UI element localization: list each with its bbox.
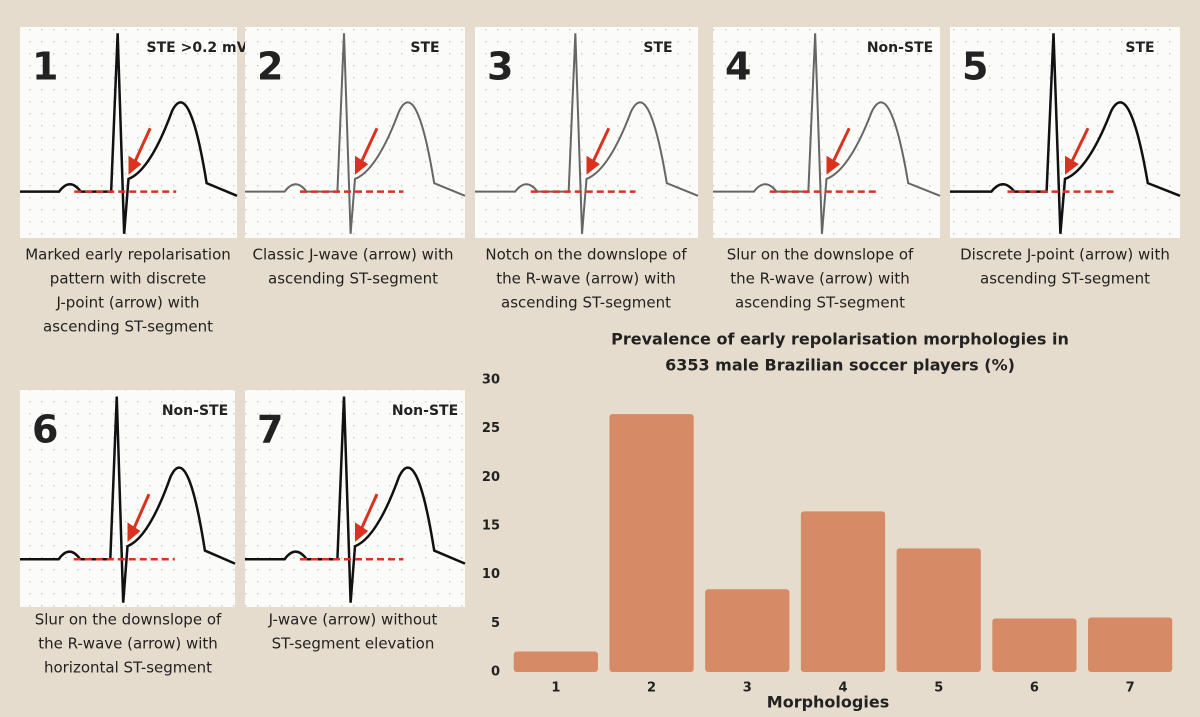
- panel-tag: STE >0.2 mV: [147, 40, 248, 56]
- bar: [800, 511, 886, 672]
- panel-caption: ascending ST-segment: [735, 294, 905, 312]
- panel-caption: Notch on the downslope of: [485, 246, 687, 264]
- x-tick-label: 7: [1126, 681, 1135, 696]
- arrow: [358, 493, 379, 534]
- y-tick-label: 30: [482, 373, 500, 388]
- ecg-grid: [713, 27, 940, 238]
- panel-caption: the R-wave (arrow) with: [496, 270, 676, 288]
- ecg-trace: [475, 33, 699, 234]
- ecg-grid: [20, 390, 235, 607]
- chart-title: 6353 male Brazilian soccer players (%): [665, 356, 1015, 375]
- y-tick-label: 25: [482, 421, 500, 436]
- panel-number: 4: [725, 45, 751, 89]
- arrow: [131, 127, 152, 167]
- ecg-grid: [245, 390, 465, 607]
- y-tick-label: 20: [482, 470, 500, 485]
- x-tick-label: 5: [934, 681, 943, 696]
- arrow-head: [128, 155, 142, 175]
- panel-number: 3: [487, 45, 513, 89]
- bar: [1088, 617, 1173, 672]
- arrow-head: [127, 522, 141, 542]
- panel-tag: STE: [1125, 40, 1154, 56]
- y-tick-label: 0: [491, 665, 500, 680]
- ecg-trace: [20, 33, 238, 234]
- bar: [609, 414, 694, 672]
- ecg-trace: [245, 396, 466, 603]
- ecg-trace: [713, 33, 941, 234]
- x-tick-label: 6: [1030, 681, 1039, 696]
- panel-number: 7: [257, 408, 283, 452]
- x-axis-label: Morphologies: [767, 693, 889, 712]
- panel-tag: STE: [643, 40, 672, 56]
- panel-caption: ascending ST-segment: [268, 270, 438, 288]
- bar: [705, 589, 790, 672]
- panel-tag: Non-STE: [392, 403, 458, 419]
- arrow-head: [355, 522, 369, 542]
- ecg-grid: [20, 27, 237, 238]
- panel-tag: Non-STE: [162, 403, 228, 419]
- bar: [992, 618, 1077, 672]
- panel-caption: ascending ST-segment: [43, 318, 213, 336]
- arrow-head: [826, 155, 841, 175]
- panel-number: 5: [962, 45, 988, 89]
- panel-caption: Slur on the downslope of: [727, 246, 914, 264]
- panel-caption: the R-wave (arrow) with: [730, 270, 910, 288]
- y-tick-label: 5: [491, 616, 500, 631]
- arrow: [1068, 127, 1090, 167]
- x-tick-label: 4: [838, 681, 847, 696]
- panel-caption: ascending ST-segment: [980, 270, 1150, 288]
- panel-caption: ST-segment elevation: [272, 635, 435, 653]
- panel-number: 2: [257, 45, 283, 89]
- panel-caption: the R-wave (arrow) with: [38, 635, 218, 653]
- arrow-head: [1065, 155, 1079, 175]
- arrow-head: [586, 155, 600, 175]
- ecg-trace: [20, 396, 236, 603]
- panel-number: 6: [32, 408, 58, 452]
- ecg-grid: [950, 27, 1180, 238]
- arrow: [130, 493, 151, 534]
- arrow: [589, 127, 611, 167]
- ecg-trace: [245, 33, 466, 234]
- panel-caption: Discrete J-point (arrow) with: [960, 246, 1170, 264]
- x-tick-label: 1: [551, 681, 560, 696]
- x-tick-label: 3: [743, 681, 752, 696]
- panel-tag: Non-STE: [867, 40, 933, 56]
- panel-caption: J-point (arrow) with: [56, 294, 200, 312]
- ecg-grid: [475, 27, 698, 238]
- bar: [513, 651, 598, 672]
- panel-tag: STE: [410, 40, 439, 56]
- chart-title: Prevalence of early repolarisation morph…: [611, 330, 1069, 349]
- y-tick-label: 15: [482, 519, 500, 534]
- panel-caption: pattern with discrete: [50, 270, 206, 288]
- panel-number: 1: [32, 45, 58, 89]
- panel-caption: Slur on the downslope of: [35, 611, 222, 629]
- panel-caption: ascending ST-segment: [501, 294, 671, 312]
- panel-caption: J-wave (arrow) without: [268, 611, 438, 629]
- ecg-grid: [245, 27, 465, 238]
- panel-caption: Marked early repolarisation: [25, 246, 231, 264]
- panel-caption: horizontal ST-segment: [44, 659, 212, 677]
- x-tick-label: 2: [647, 681, 656, 696]
- ecg-trace: [950, 33, 1181, 234]
- y-tick-label: 10: [482, 567, 500, 582]
- bar: [896, 548, 981, 672]
- arrow: [358, 127, 379, 167]
- panel-caption: Classic J-wave (arrow) with: [253, 246, 454, 264]
- arrow-head: [355, 155, 369, 175]
- arrow: [829, 127, 851, 167]
